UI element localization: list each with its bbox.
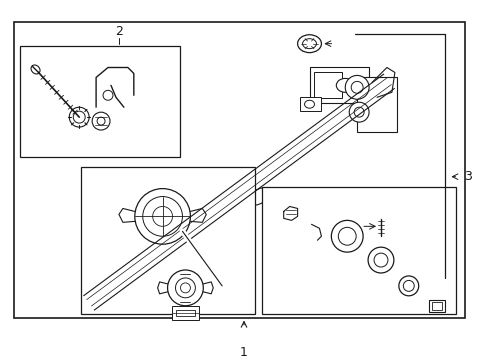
Circle shape: [152, 207, 172, 226]
Ellipse shape: [302, 39, 316, 49]
Circle shape: [69, 107, 89, 127]
Bar: [314, 72, 342, 98]
Circle shape: [97, 117, 105, 125]
Ellipse shape: [31, 65, 40, 74]
Circle shape: [135, 189, 190, 244]
Circle shape: [331, 220, 363, 252]
Circle shape: [373, 253, 387, 267]
Bar: [171, 306, 199, 320]
Text: 3: 3: [464, 170, 471, 183]
Bar: [428, 300, 444, 312]
Circle shape: [167, 270, 203, 306]
Circle shape: [398, 276, 418, 296]
Circle shape: [175, 278, 195, 298]
Bar: [356, 77, 396, 132]
Ellipse shape: [336, 78, 353, 92]
Circle shape: [348, 102, 368, 122]
Circle shape: [73, 111, 85, 123]
Text: 2: 2: [115, 25, 122, 38]
Bar: [431, 302, 441, 310]
Bar: [14, 22, 465, 318]
Bar: [81, 167, 254, 314]
Circle shape: [367, 247, 393, 273]
Circle shape: [403, 280, 413, 291]
Circle shape: [353, 107, 364, 117]
Ellipse shape: [304, 100, 314, 108]
Circle shape: [103, 90, 113, 100]
Circle shape: [350, 81, 363, 93]
Circle shape: [142, 197, 182, 236]
Bar: [299, 97, 321, 111]
Bar: [175, 310, 195, 316]
Bar: [20, 46, 180, 157]
Bar: [309, 67, 368, 103]
Text: 1: 1: [240, 346, 247, 359]
Bar: [262, 186, 455, 314]
Ellipse shape: [376, 213, 384, 219]
Ellipse shape: [297, 35, 321, 53]
Ellipse shape: [249, 188, 268, 205]
Circle shape: [180, 283, 190, 293]
Circle shape: [92, 112, 110, 130]
Circle shape: [338, 227, 355, 245]
Circle shape: [345, 76, 368, 99]
